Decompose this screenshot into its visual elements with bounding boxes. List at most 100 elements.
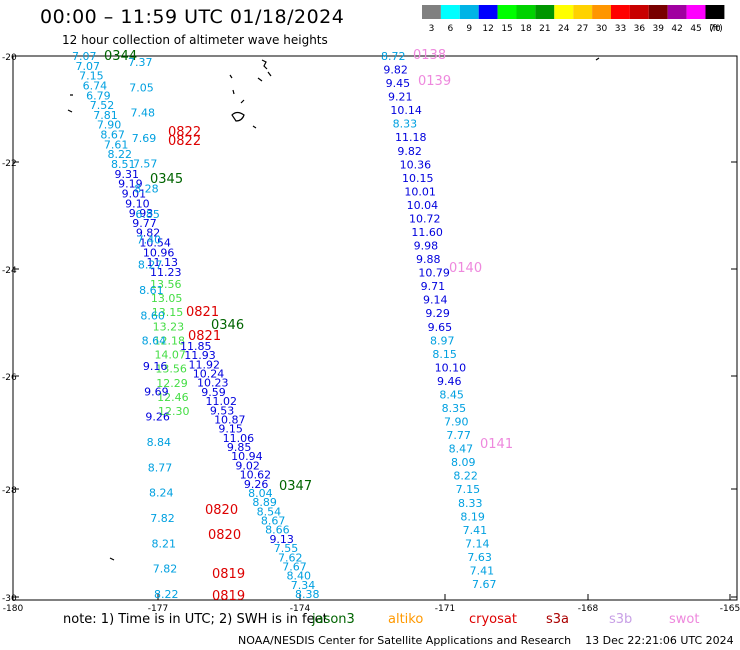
wave-height-reading: 9.88 — [416, 253, 441, 266]
pass-time-label: 0347 — [279, 479, 312, 494]
wave-height-reading: 9.93 — [129, 207, 154, 220]
wave-height-reading: 8.89 — [252, 496, 277, 509]
wave-height-reading: 8.19 — [460, 510, 485, 523]
wave-height-reading: 9.82 — [397, 145, 422, 158]
wave-height-reading: 8.77 — [148, 461, 173, 474]
lat-tick-label: -24 — [2, 266, 17, 276]
legend-swatch — [573, 5, 593, 19]
wave-height-reading: 8.22 — [453, 470, 478, 483]
wave-height-reading: 9.65 — [428, 321, 453, 334]
wave-height-reading: 9.29 — [425, 307, 450, 320]
pass-time-label: 0141 — [480, 437, 513, 452]
credit-timestamp: 13 Dec 22:21:06 UTC 2024 — [585, 634, 734, 647]
wave-height-reading: 8.28 — [134, 183, 159, 196]
wave-height-reading: 11.92 — [189, 358, 221, 371]
wave-height-reading: 9.15 — [218, 423, 243, 436]
legend-swatch — [667, 5, 687, 19]
wave-height-reading: 8.15 — [432, 348, 457, 361]
wave-height-reading: 9.21 — [388, 91, 413, 104]
wave-height-reading: 10.01 — [404, 185, 436, 198]
legend-label: 70 — [709, 24, 721, 34]
wave-height-reading: 11.02 — [206, 395, 238, 408]
wave-height-reading: 10.96 — [143, 246, 175, 259]
legend-label: 9 — [466, 24, 472, 34]
legend-label: 42 — [671, 24, 682, 34]
wave-height-reading: 14.07 — [154, 349, 186, 362]
legend-swatch — [422, 5, 441, 19]
wave-height-reading: 9.26 — [145, 411, 170, 424]
lon-tick-label: -165 — [720, 604, 740, 614]
satellite-label: s3b — [609, 612, 633, 627]
wave-height-reading: 9.19 — [118, 178, 143, 191]
wave-height-reading: 7.90 — [97, 119, 122, 132]
wave-height-reading: 9.45 — [386, 77, 411, 90]
wave-height-reading: 12.30 — [158, 405, 190, 418]
wave-height-reading: 13.56 — [150, 278, 182, 291]
lon-tick-label: -168 — [578, 604, 599, 614]
legend-swatch — [478, 5, 498, 19]
wave-height-reading: 8.84 — [147, 436, 172, 449]
wave-height-reading: 9.53 — [210, 404, 235, 417]
wave-height-reading: 6.74 — [83, 79, 108, 92]
wave-height-reading: 7.41 — [463, 524, 488, 537]
pass-time-label: 0821 — [188, 329, 221, 344]
wave-height-reading: 11.85 — [180, 340, 212, 353]
satellite-label: cryosat — [469, 612, 517, 627]
legend-swatch — [554, 5, 574, 19]
wave-height-reading: 10.14 — [390, 104, 422, 117]
legend-swatch — [592, 5, 611, 19]
wave-height-reading: 7.62 — [278, 551, 303, 564]
wave-height-reading: 9.82 — [383, 64, 408, 77]
legend-swatch — [705, 5, 725, 19]
wave-height-reading: 13.23 — [153, 320, 185, 333]
legend-label: 24 — [558, 24, 570, 34]
wave-height-reading: 7.48 — [130, 107, 155, 120]
wave-height-reading: 11.93 — [184, 349, 216, 362]
wave-height-reading: 7.34 — [291, 579, 316, 592]
wave-height-reading: 9.85 — [227, 441, 252, 454]
wave-height-reading: 7.40 — [137, 233, 162, 246]
pass-time-label: 0822 — [168, 125, 201, 140]
wave-height-reading: 7.05 — [129, 81, 154, 94]
legend-label: 18 — [520, 24, 532, 34]
map-title: 00:00 – 11:59 UTC 01/18/2024 — [40, 6, 345, 28]
wave-height-reading: 7.41 — [470, 564, 495, 577]
wave-height-reading: 12.29 — [156, 377, 188, 390]
wave-height-reading: 7.67 — [282, 560, 307, 573]
map-frame: -20 -22 -24 -26 -28 -30-180 -177 -174 -171 -168 -1… — [2, 53, 740, 614]
wave-height-reading: 7.81 — [93, 109, 118, 122]
wave-height-readings: 7.077.077.156.746.797.527.817.908.677.61… — [72, 50, 497, 601]
wave-height-reading: 7.82 — [153, 563, 178, 576]
lon-tick-label: -171 — [435, 604, 455, 614]
wave-height-reading: 8.35 — [442, 402, 467, 415]
legend-label: 6 — [447, 24, 453, 34]
wave-height-reading: 8.22 — [154, 588, 179, 601]
wave-height-reading: 8.38 — [295, 588, 320, 601]
pass-time-label: 0820 — [208, 528, 241, 543]
wave-height-reading: 7.37 — [128, 56, 153, 69]
wave-height-reading: 12.18 — [154, 334, 186, 347]
pass-time-label: 0821 — [186, 305, 219, 320]
wave-height-reading: 9.01 — [122, 187, 146, 200]
wave-height-reading: 11.23 — [150, 266, 182, 279]
pass-time-label: 0820 — [205, 503, 238, 518]
wave-height-reading: 8.47 — [449, 443, 474, 456]
legend-label: 36 — [634, 24, 646, 34]
wave-height-reading: 8.22 — [107, 148, 132, 161]
pass-time-label: 0819 — [212, 567, 245, 582]
credit-text: NOAA/NESDIS Center for Satellite Applica… — [238, 634, 572, 647]
wave-height-reading: 11.06 — [223, 432, 255, 445]
wave-height-reading: 10.04 — [407, 199, 439, 212]
island-outlines — [67, 57, 600, 561]
pass-time-label: 0139 — [418, 74, 451, 89]
wave-height-reading: 7.82 — [150, 512, 175, 525]
legend-swatch — [648, 5, 668, 19]
map-border — [12, 55, 738, 601]
wave-height-reading: 6.79 — [86, 89, 111, 102]
satellite-label: jason3 — [312, 612, 355, 627]
legend-swatch — [611, 5, 630, 19]
wave-height-reading: 7.77 — [446, 429, 471, 442]
wave-height-reading: 13.05 — [151, 292, 183, 305]
wave-height-reading: 8.54 — [257, 505, 282, 518]
